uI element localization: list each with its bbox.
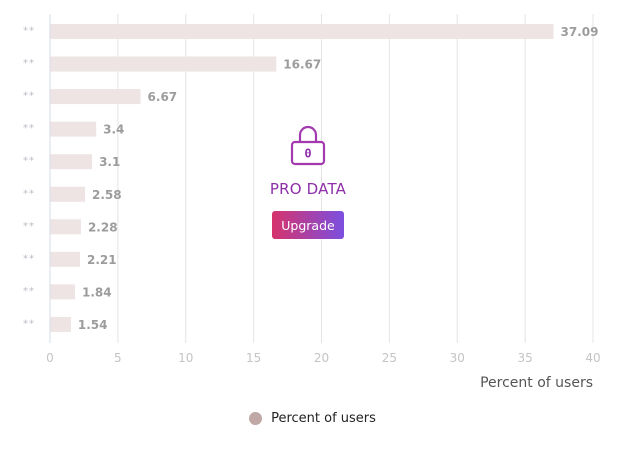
bar-value-label: 2.28 xyxy=(88,220,118,234)
category-label: ** xyxy=(23,91,35,102)
bars xyxy=(50,24,554,332)
category-label: ** xyxy=(23,286,35,297)
bar[interactable] xyxy=(50,316,71,332)
category-label: ** xyxy=(23,188,35,199)
bar[interactable] xyxy=(50,56,277,72)
bar-value-label: 2.21 xyxy=(87,253,117,267)
x-tick-label: 30 xyxy=(450,351,465,365)
bar-chart: 37.09 16.67 6.67 3.4 3.1 2.58 2.28 2.21 1.84 1.54… xyxy=(23,14,601,391)
legend: Percent of users xyxy=(0,411,625,426)
x-tick-labels: 0 5 10 15 20 25 30 35 40 xyxy=(46,351,600,365)
bar[interactable] xyxy=(50,219,81,235)
x-tick-label: 0 xyxy=(46,351,54,365)
category-label: ** xyxy=(23,26,35,37)
category-label: ** xyxy=(23,221,35,232)
x-tick-label: 15 xyxy=(246,351,261,365)
bar-value-label: 37.09 xyxy=(560,25,598,39)
x-tick-label: 25 xyxy=(382,351,397,365)
category-label: ** xyxy=(23,123,35,134)
bar-value-label: 3.1 xyxy=(99,155,120,169)
bar-value-label: 6.67 xyxy=(148,90,178,104)
category-labels: ** ** ** ** ** ** ** ** ** ** xyxy=(23,26,35,330)
bar-value-label: 16.67 xyxy=(283,58,321,72)
bar[interactable] xyxy=(50,154,93,170)
legend-label[interactable]: Percent of users xyxy=(271,411,376,426)
x-tick-label: 5 xyxy=(114,351,122,365)
bar[interactable] xyxy=(50,121,97,137)
bar-value-label: 1.54 xyxy=(78,318,108,332)
bar[interactable] xyxy=(50,186,86,202)
x-axis-title: Percent of users xyxy=(480,375,593,391)
category-label: ** xyxy=(23,253,35,264)
category-label: ** xyxy=(23,58,35,69)
bar[interactable] xyxy=(50,251,81,267)
bar[interactable] xyxy=(50,89,141,105)
x-tick-label: 40 xyxy=(585,351,600,365)
bar-value-labels: 37.09 16.67 6.67 3.4 3.1 2.58 2.28 2.21 1.84 1.54 xyxy=(78,25,599,332)
category-label: ** xyxy=(23,318,35,329)
category-label: ** xyxy=(23,156,35,167)
pro-data-overlay: 0 PRO DATA Upgrade xyxy=(248,124,368,239)
lock-icon: 0 xyxy=(290,125,326,166)
bar-value-label: 3.4 xyxy=(103,123,124,137)
bar[interactable] xyxy=(50,24,554,39)
bar-value-label: 1.84 xyxy=(82,285,112,299)
upgrade-button[interactable]: Upgrade xyxy=(272,211,344,239)
x-tick-label: 20 xyxy=(314,351,329,365)
x-tick-label: 10 xyxy=(178,351,193,365)
lock-digit: 0 xyxy=(304,147,311,161)
bar[interactable] xyxy=(50,284,75,300)
bar-value-label: 2.58 xyxy=(92,188,122,202)
pro-data-label: PRO DATA xyxy=(269,180,347,198)
x-tick-label: 35 xyxy=(517,351,532,365)
legend-swatch[interactable] xyxy=(249,412,263,425)
